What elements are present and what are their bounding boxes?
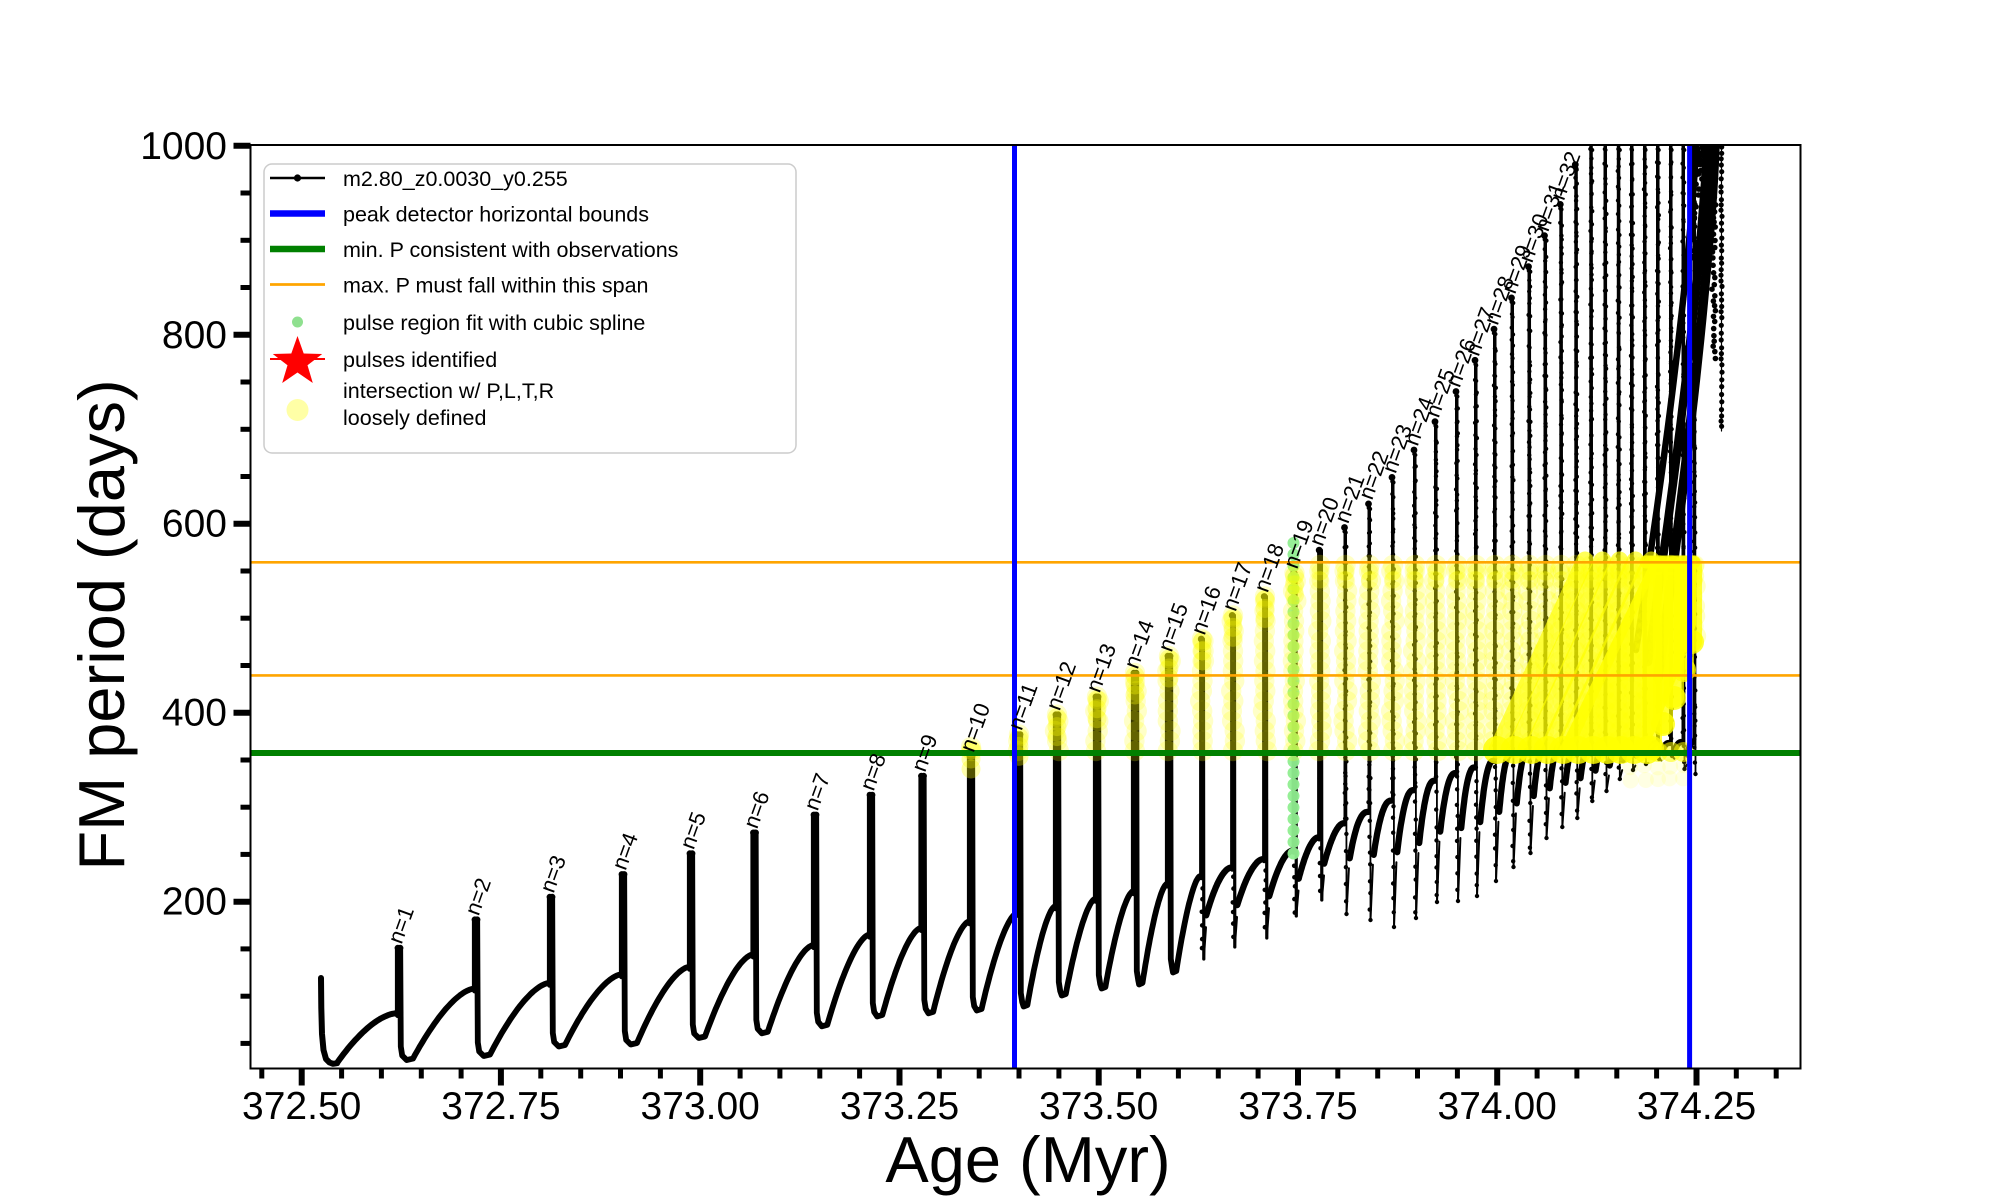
svg-text:200: 200 xyxy=(162,881,227,924)
svg-text:372.50: 372.50 xyxy=(242,1085,361,1128)
svg-text:FM period (days): FM period (days) xyxy=(65,379,138,870)
svg-text:intersection w/ P,L,T,R: intersection w/ P,L,T,R xyxy=(343,379,554,403)
svg-text:loosely defined: loosely defined xyxy=(343,406,486,430)
svg-text:400: 400 xyxy=(162,692,227,735)
svg-text:600: 600 xyxy=(162,503,227,546)
svg-text:373.25: 373.25 xyxy=(840,1085,959,1128)
svg-text:pulse region fit with cubic sp: pulse region fit with cubic spline xyxy=(343,311,645,335)
svg-text:373.50: 373.50 xyxy=(1039,1085,1158,1128)
svg-text:373.75: 373.75 xyxy=(1238,1085,1357,1128)
svg-text:max. P must fall within this s: max. P must fall within this span xyxy=(343,274,649,298)
svg-text:1000: 1000 xyxy=(140,125,227,168)
svg-text:peak detector horizontal bound: peak detector horizontal bounds xyxy=(343,203,649,227)
svg-text:372.75: 372.75 xyxy=(441,1085,560,1128)
svg-text:m2.80_z0.0030_y0.255: m2.80_z0.0030_y0.255 xyxy=(343,167,568,191)
svg-text:min. P consistent with observa: min. P consistent with observations xyxy=(343,238,678,262)
svg-text:374.00: 374.00 xyxy=(1438,1085,1557,1128)
svg-text:373.00: 373.00 xyxy=(641,1085,760,1128)
svg-text:pulses identified: pulses identified xyxy=(343,348,497,372)
svg-text:Age (Myr): Age (Myr) xyxy=(885,1123,1170,1196)
svg-text:374.25: 374.25 xyxy=(1637,1085,1756,1128)
svg-text:800: 800 xyxy=(162,314,227,357)
